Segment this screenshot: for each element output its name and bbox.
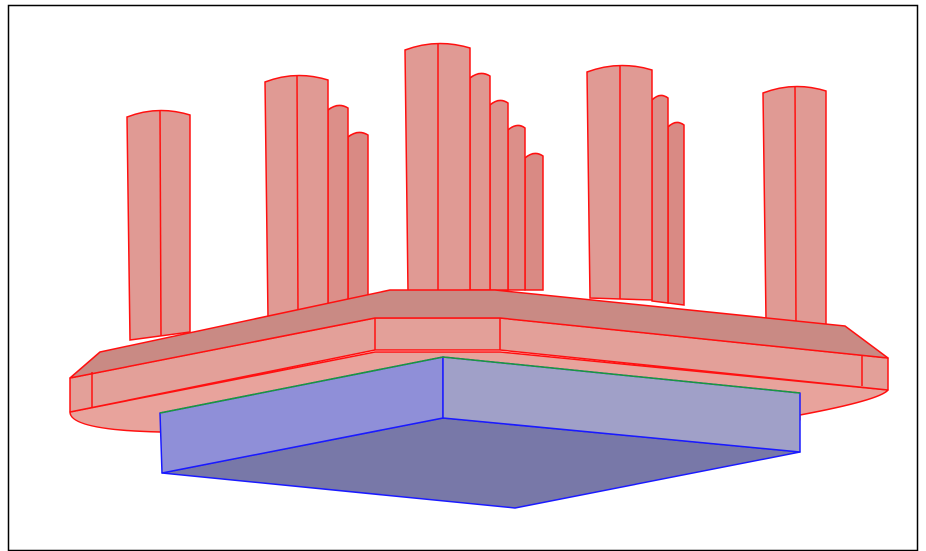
page — [0, 0, 926, 551]
viewport — [0, 0, 926, 551]
